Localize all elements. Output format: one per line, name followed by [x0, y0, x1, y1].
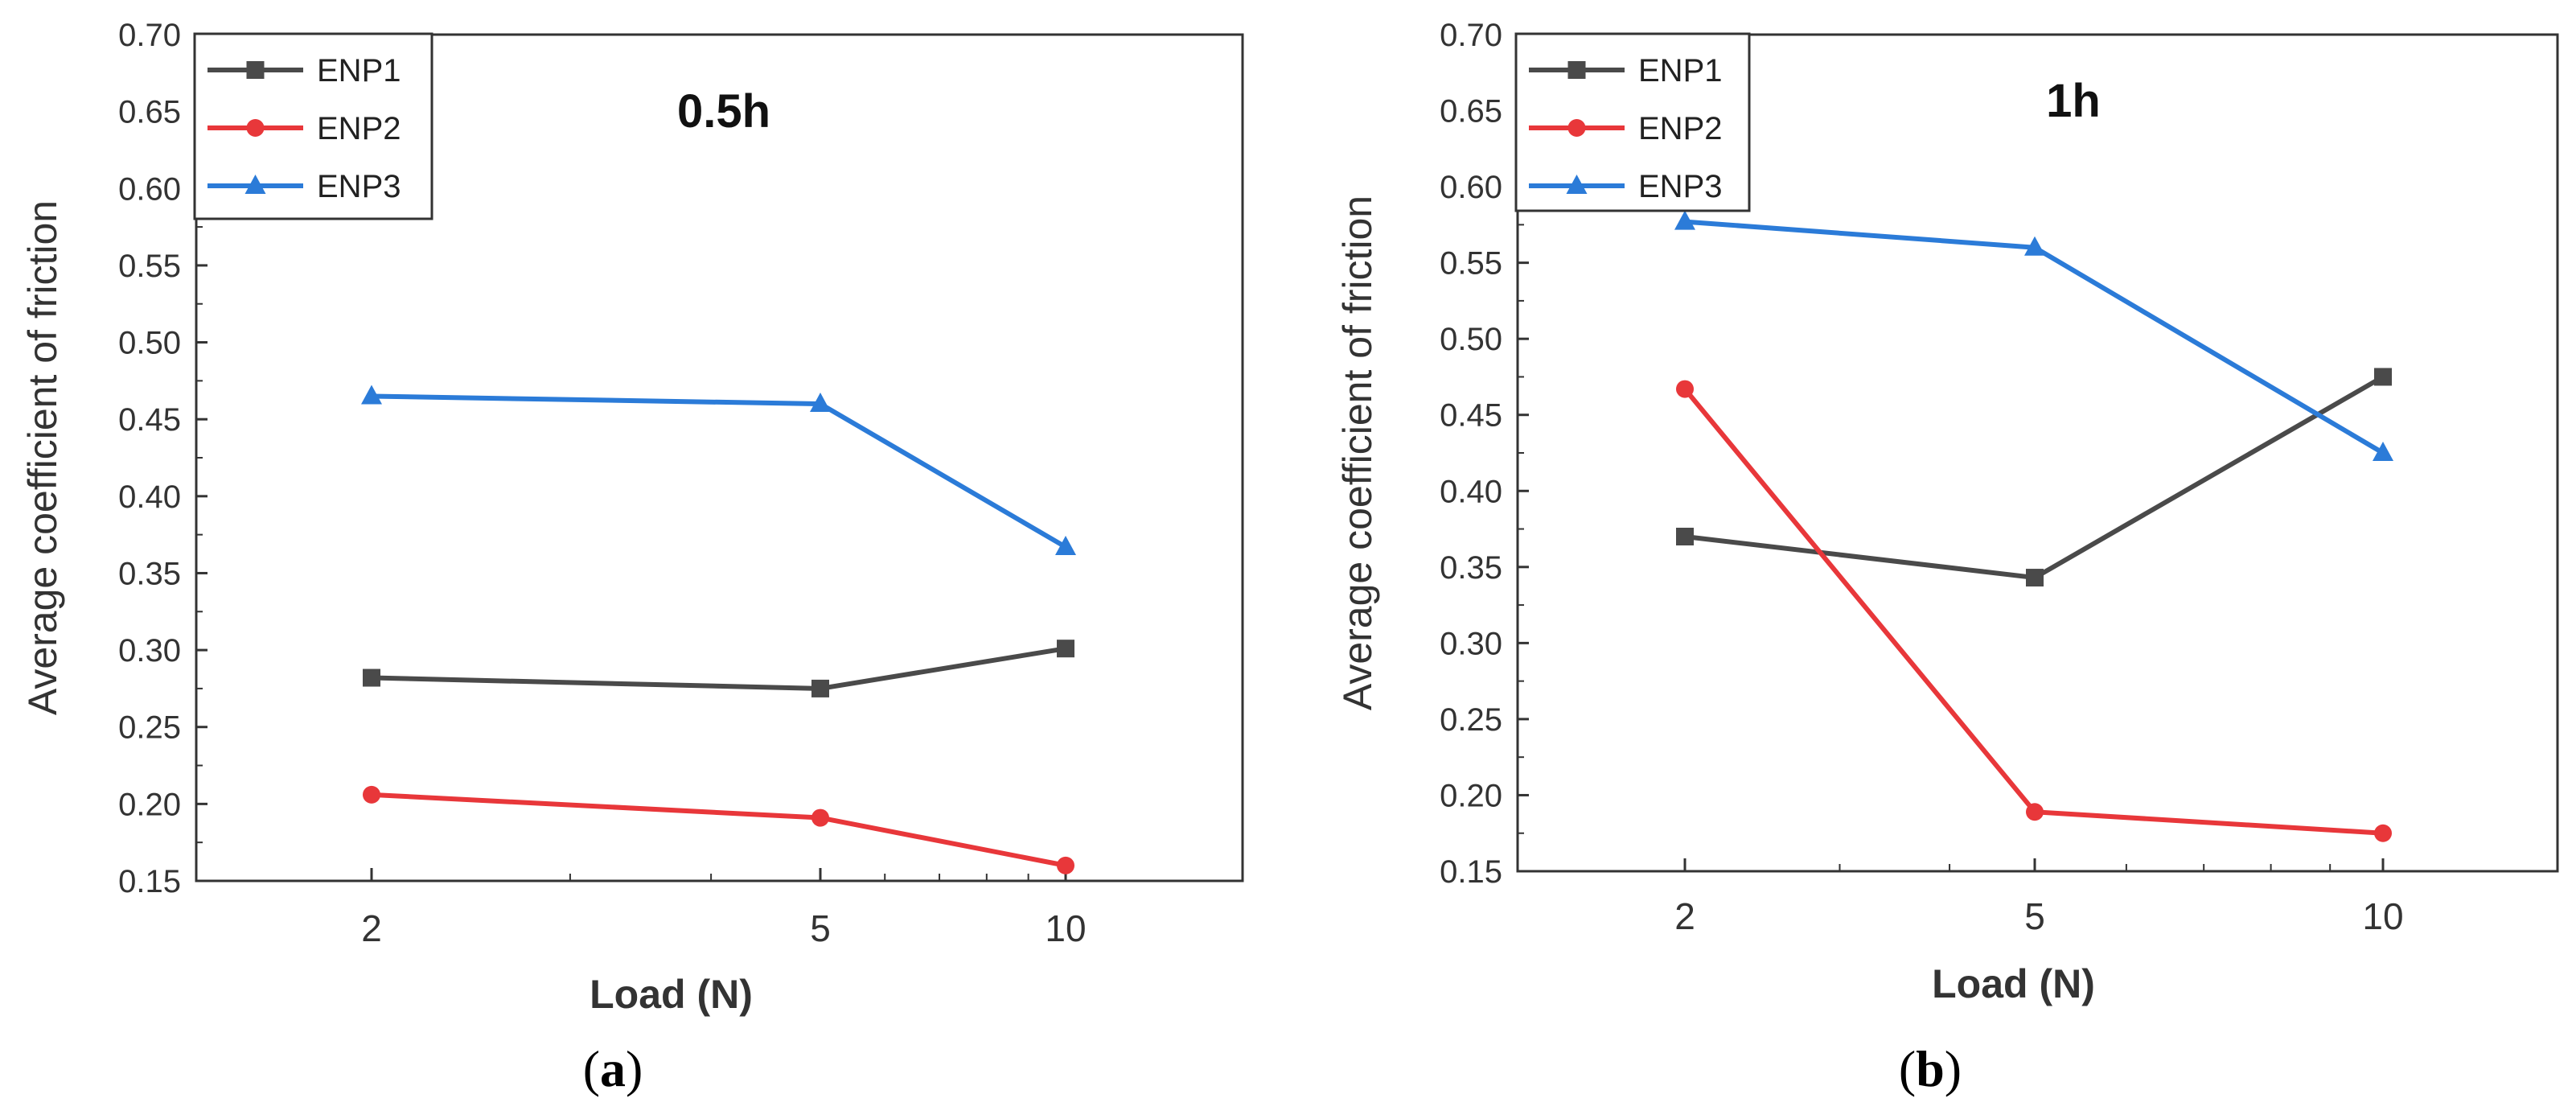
y-tick-label: 0.60 — [118, 171, 181, 207]
y-tick-label: 0.50 — [118, 326, 181, 361]
series-line — [371, 646, 1066, 691]
data-point-square — [1057, 640, 1074, 658]
panel-title: 0.5h — [677, 85, 770, 138]
y-tick-label: 0.40 — [118, 479, 181, 515]
data-point-circle — [363, 785, 380, 804]
y-tick-label: 0.70 — [118, 18, 181, 53]
legend: ENP1 ENP2 ENP3 — [1514, 32, 1751, 212]
y-tick-label: 0.20 — [118, 787, 181, 822]
x-tick-label: 5 — [2024, 895, 2045, 937]
y-tick-label: 0.45 — [118, 402, 181, 438]
y-tick-label: 0.15 — [1440, 854, 1502, 890]
data-point-square — [363, 669, 380, 687]
data-point-circle — [246, 119, 265, 137]
series-line — [1682, 387, 2384, 836]
series-enp3 — [361, 385, 1076, 555]
legend-label: ENP1 — [317, 53, 401, 88]
data-point-square — [2374, 368, 2392, 386]
legend-label: ENP3 — [1638, 169, 1723, 204]
y-tick-label: 0.65 — [1440, 94, 1502, 130]
y-tick-label: 0.25 — [1440, 702, 1502, 738]
legend-label: ENP2 — [1638, 111, 1723, 146]
y-tick-label: 0.35 — [118, 556, 181, 591]
data-point-triangle — [1674, 210, 1695, 230]
data-point-triangle — [2373, 442, 2393, 461]
legend-label: ENP1 — [1638, 53, 1723, 88]
data-point-circle — [1567, 119, 1586, 137]
data-point-square — [2026, 569, 2044, 587]
y-tick-label: 0.55 — [1440, 246, 1502, 282]
data-point-triangle — [244, 175, 266, 194]
caption-open: ( — [1899, 1040, 1916, 1097]
panel-a: 0.15 0.20 0.25 0.30 0.35 0.40 0.45 0.50 0.55 0.60… — [20, 18, 1244, 1097]
caption-close: ) — [626, 1040, 643, 1097]
series-enp1 — [1676, 368, 2392, 587]
data-point-circle — [1057, 856, 1074, 874]
y-tick-label: 0.40 — [1440, 474, 1502, 509]
x-tick-label: 2 — [361, 907, 382, 949]
x-axis-title: Load (N) — [1932, 961, 2095, 1006]
x-axis-title: Load (N) — [590, 972, 753, 1017]
y-tick-label: 0.30 — [1440, 626, 1502, 661]
panel-title: 1h — [2046, 75, 2101, 127]
data-point-circle — [1676, 380, 1694, 398]
legend-label: ENP2 — [317, 111, 401, 146]
data-point-triangle — [2024, 236, 2045, 256]
series-enp3 — [1674, 210, 2393, 461]
panel-caption: (b) — [1899, 1040, 1962, 1097]
data-point-circle — [2026, 803, 2044, 821]
y-tick-label: 0.30 — [118, 633, 181, 669]
data-point-circle — [811, 808, 829, 827]
caption-open: ( — [583, 1040, 600, 1097]
legend-box — [1514, 32, 1751, 212]
x-tick-label: 5 — [810, 907, 831, 949]
series-line — [371, 792, 1066, 868]
y-tick-label: 0.65 — [118, 95, 181, 130]
y-axis-title: Average coefficient of friction — [20, 200, 65, 715]
series-enp2 — [1676, 380, 2392, 842]
legend-label: ENP3 — [317, 169, 401, 204]
data-point-triangle — [1566, 175, 1588, 194]
series-enp2 — [363, 785, 1074, 874]
y-tick-label: 0.70 — [1440, 18, 1502, 53]
data-point-square — [811, 679, 829, 697]
data-point-circle — [2374, 824, 2392, 842]
series-line — [371, 393, 1067, 549]
x-tick-label: 2 — [1674, 895, 1695, 937]
y-tick-label: 0.35 — [1440, 550, 1502, 586]
series-line — [1684, 219, 2385, 455]
y-axis-title: Average coefficient of friction — [1335, 195, 1380, 710]
y-tick-label: 0.45 — [1440, 398, 1502, 434]
data-point-triangle — [1055, 535, 1076, 555]
y-tick-label: 0.20 — [1440, 778, 1502, 813]
x-tick-label: 10 — [2362, 895, 2403, 937]
panel-b: 0.15 0.20 0.25 0.30 0.35 0.40 0.45 0.50 0.55 0.60… — [1335, 18, 2559, 1097]
data-point-square — [246, 61, 265, 79]
y-tick-label: 0.50 — [1440, 322, 1502, 357]
caption-letter: b — [1916, 1040, 1945, 1097]
y-tick-label: 0.55 — [118, 249, 181, 284]
x-tick-label: 10 — [1045, 907, 1086, 949]
caption-letter: a — [600, 1040, 626, 1097]
series-line — [1684, 374, 2385, 581]
y-tick-label: 0.15 — [118, 864, 181, 899]
data-point-triangle — [361, 385, 382, 405]
y-tick-label: 0.60 — [1440, 170, 1502, 205]
caption-close: ) — [1945, 1040, 1962, 1097]
data-point-square — [1567, 61, 1586, 79]
y-tick-label: 0.25 — [118, 710, 181, 746]
data-point-triangle — [810, 393, 831, 413]
panel-caption: (a) — [583, 1040, 643, 1097]
data-point-square — [1676, 528, 1694, 545]
legend: ENP1 ENP2 ENP3 — [193, 32, 433, 220]
series-enp1 — [363, 640, 1074, 697]
